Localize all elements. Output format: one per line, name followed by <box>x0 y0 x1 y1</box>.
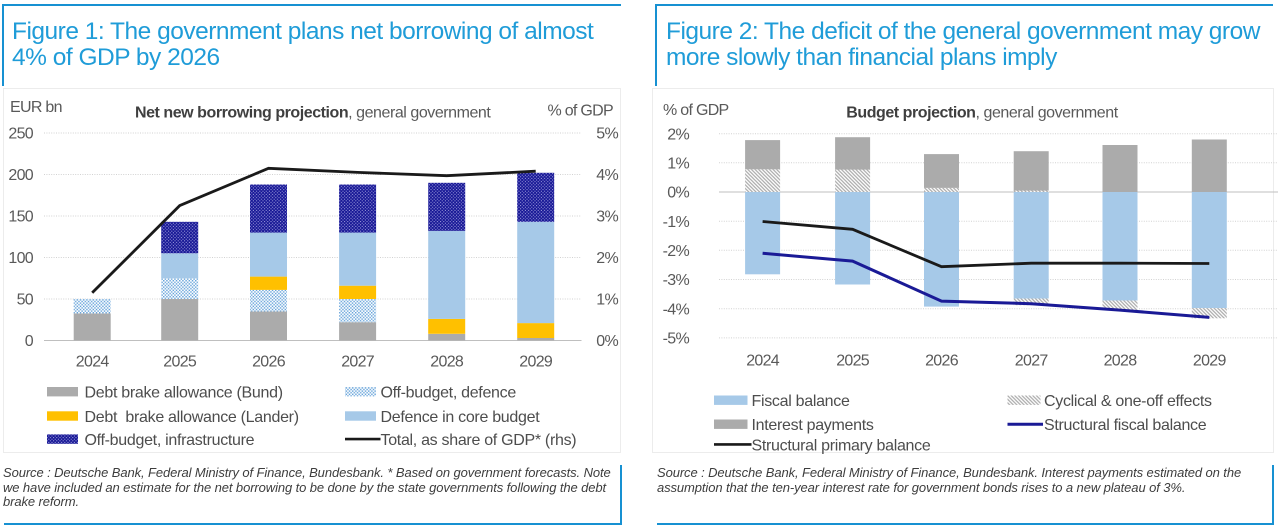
svg-text:Interest payments: Interest payments <box>752 417 874 434</box>
svg-text:2025: 2025 <box>163 354 197 371</box>
svg-text:3%: 3% <box>596 209 618 226</box>
svg-text:-3%: -3% <box>663 272 690 289</box>
svg-text:% of GDP: % of GDP <box>663 102 729 119</box>
svg-text:250: 250 <box>8 126 33 143</box>
svg-text:Cyclical & one-off effects: Cyclical & one-off effects <box>1044 393 1212 410</box>
svg-text:2026: 2026 <box>925 353 959 370</box>
svg-text:2024: 2024 <box>746 353 780 370</box>
svg-text:Structural fiscal balance: Structural fiscal balance <box>1044 417 1207 434</box>
svg-text:% of GDP: % of GDP <box>547 103 613 120</box>
svg-text:2029: 2029 <box>1193 353 1227 370</box>
svg-text:50: 50 <box>17 292 34 309</box>
svg-text:1%: 1% <box>596 292 618 309</box>
svg-text:Net new borrowing projection,: Net new borrowing projection, general go… <box>135 105 491 122</box>
svg-text:2%: 2% <box>596 250 618 267</box>
svg-text:1%: 1% <box>667 156 689 173</box>
svg-text:2026: 2026 <box>252 354 286 371</box>
svg-text:-2%: -2% <box>663 243 690 260</box>
svg-text:Off-budget, defence: Off-budget, defence <box>381 385 517 402</box>
svg-text:2027: 2027 <box>1015 353 1049 370</box>
svg-text:150: 150 <box>8 209 33 226</box>
svg-text:200: 200 <box>8 167 33 184</box>
svg-text:-1%: -1% <box>663 214 690 231</box>
svg-text:Fiscal balance: Fiscal balance <box>752 393 850 410</box>
svg-text:4%: 4% <box>596 167 618 184</box>
svg-text:2027: 2027 <box>341 354 375 371</box>
svg-text:2028: 2028 <box>1104 353 1138 370</box>
svg-text:Defence in core budget: Defence in core budget <box>381 409 541 426</box>
svg-text:2024: 2024 <box>76 354 110 371</box>
svg-text:-4%: -4% <box>663 301 690 318</box>
svg-text:0%: 0% <box>667 185 689 202</box>
svg-text:-5%: -5% <box>663 331 690 348</box>
svg-text:100: 100 <box>8 250 33 267</box>
svg-text:Off-budget, infrastructure: Off-budget, infrastructure <box>85 432 255 449</box>
svg-text:2%: 2% <box>667 126 689 143</box>
svg-text:0%: 0% <box>596 333 618 350</box>
svg-text:Budget projection, general gov: Budget projection, general government <box>846 105 1118 122</box>
svg-text:Debt brake allowance (Bund): Debt brake allowance (Bund) <box>85 385 283 402</box>
svg-text:5%: 5% <box>596 126 618 143</box>
svg-text:Debt brake allowance (Lander): Debt brake allowance (Lander) <box>85 409 299 426</box>
svg-text:2029: 2029 <box>519 354 553 371</box>
svg-text:EUR bn: EUR bn <box>10 99 62 116</box>
svg-text:0: 0 <box>25 333 34 350</box>
svg-text:Structural primary balance: Structural primary balance <box>752 437 931 454</box>
svg-text:Total, as share of GDP* (rhs): Total, as share of GDP* (rhs) <box>381 432 577 449</box>
svg-text:2028: 2028 <box>430 354 464 371</box>
svg-text:2025: 2025 <box>836 353 870 370</box>
